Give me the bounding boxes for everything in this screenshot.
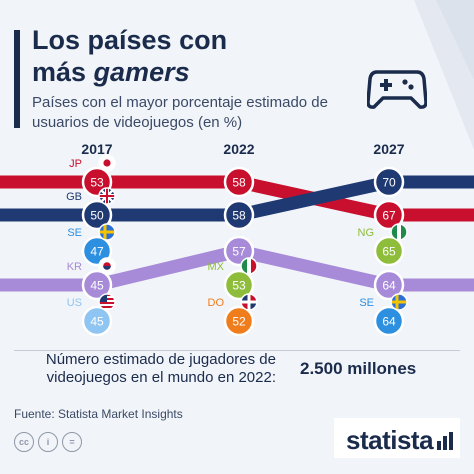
country-code: JP [69,158,82,170]
title-accent-bar [14,30,20,128]
license-icons: cc i = [14,432,82,452]
data-label: 47 [90,245,104,259]
x-tick-label: 2022 [223,141,254,157]
country-code: GB [66,191,82,203]
country-code: DO [208,297,225,309]
flag-gb-icon [98,187,116,205]
data-point [373,269,405,301]
info-icon[interactable]: i [38,432,58,452]
data-point [223,199,255,231]
data-point [373,199,405,231]
data-point [81,199,113,231]
country-code: KR [67,261,82,273]
x-tick-label: 2027 [373,141,404,157]
statista-logo[interactable]: statista [346,425,434,455]
data-point [81,305,113,337]
data-point [81,269,113,301]
page-title: Los países con más gamers [32,25,228,87]
gamers-value: 2.500 millones [300,359,417,378]
chart: 2017 2022 2027 53 JP 50 GB 47 SE 45 KR 45 US 58 58 57 53… [0,141,474,337]
data-label: 45 [90,279,104,293]
flag-do-icon [240,293,258,311]
country-code: NG [358,227,375,239]
data-label: 64 [382,315,396,329]
data-point [223,166,255,198]
flag-se-icon [390,293,408,311]
flag-us-icon [98,293,116,311]
background-stripes [414,0,474,150]
subtitle: Países con el mayor porcentaje estimado … [32,94,328,131]
gamepad-icon [367,70,427,109]
data-point [373,166,405,198]
data-label: 58 [232,209,246,223]
data-label: 64 [382,279,396,293]
country-code: SE [359,297,374,309]
data-point [373,305,405,337]
data-point [223,269,255,301]
country-code: US [67,297,82,309]
flag-se-icon [98,223,116,241]
flag-ng-icon [390,223,408,241]
data-point [223,305,255,337]
data-label: 45 [90,315,104,329]
statista-logo-mark-icon [437,432,453,450]
footer-divider [14,350,460,351]
flag-mx-icon [240,257,258,275]
flag-kr-icon [98,257,116,275]
country-code: SE [67,227,82,239]
data-label: 50 [90,209,104,223]
data-label: 53 [232,279,246,293]
data-label: 58 [232,176,246,190]
data-point [373,235,405,267]
data-label: 57 [232,245,246,259]
equals-icon[interactable]: = [62,432,82,452]
country-code: MX [208,261,225,273]
cc-icon[interactable]: cc [14,432,34,452]
data-label: 53 [90,176,104,190]
brand-box [334,418,460,458]
data-label: 67 [382,209,396,223]
data-label: 52 [232,315,246,329]
data-label: 65 [382,245,396,259]
source-text: Fuente: Statista Market Insights [14,407,183,421]
data-label: 70 [382,176,396,190]
flag-jp-icon [98,154,116,172]
x-tick-label: 2017 [81,141,112,157]
gamers-label: Número estimado de jugadores de videojue… [45,351,276,386]
